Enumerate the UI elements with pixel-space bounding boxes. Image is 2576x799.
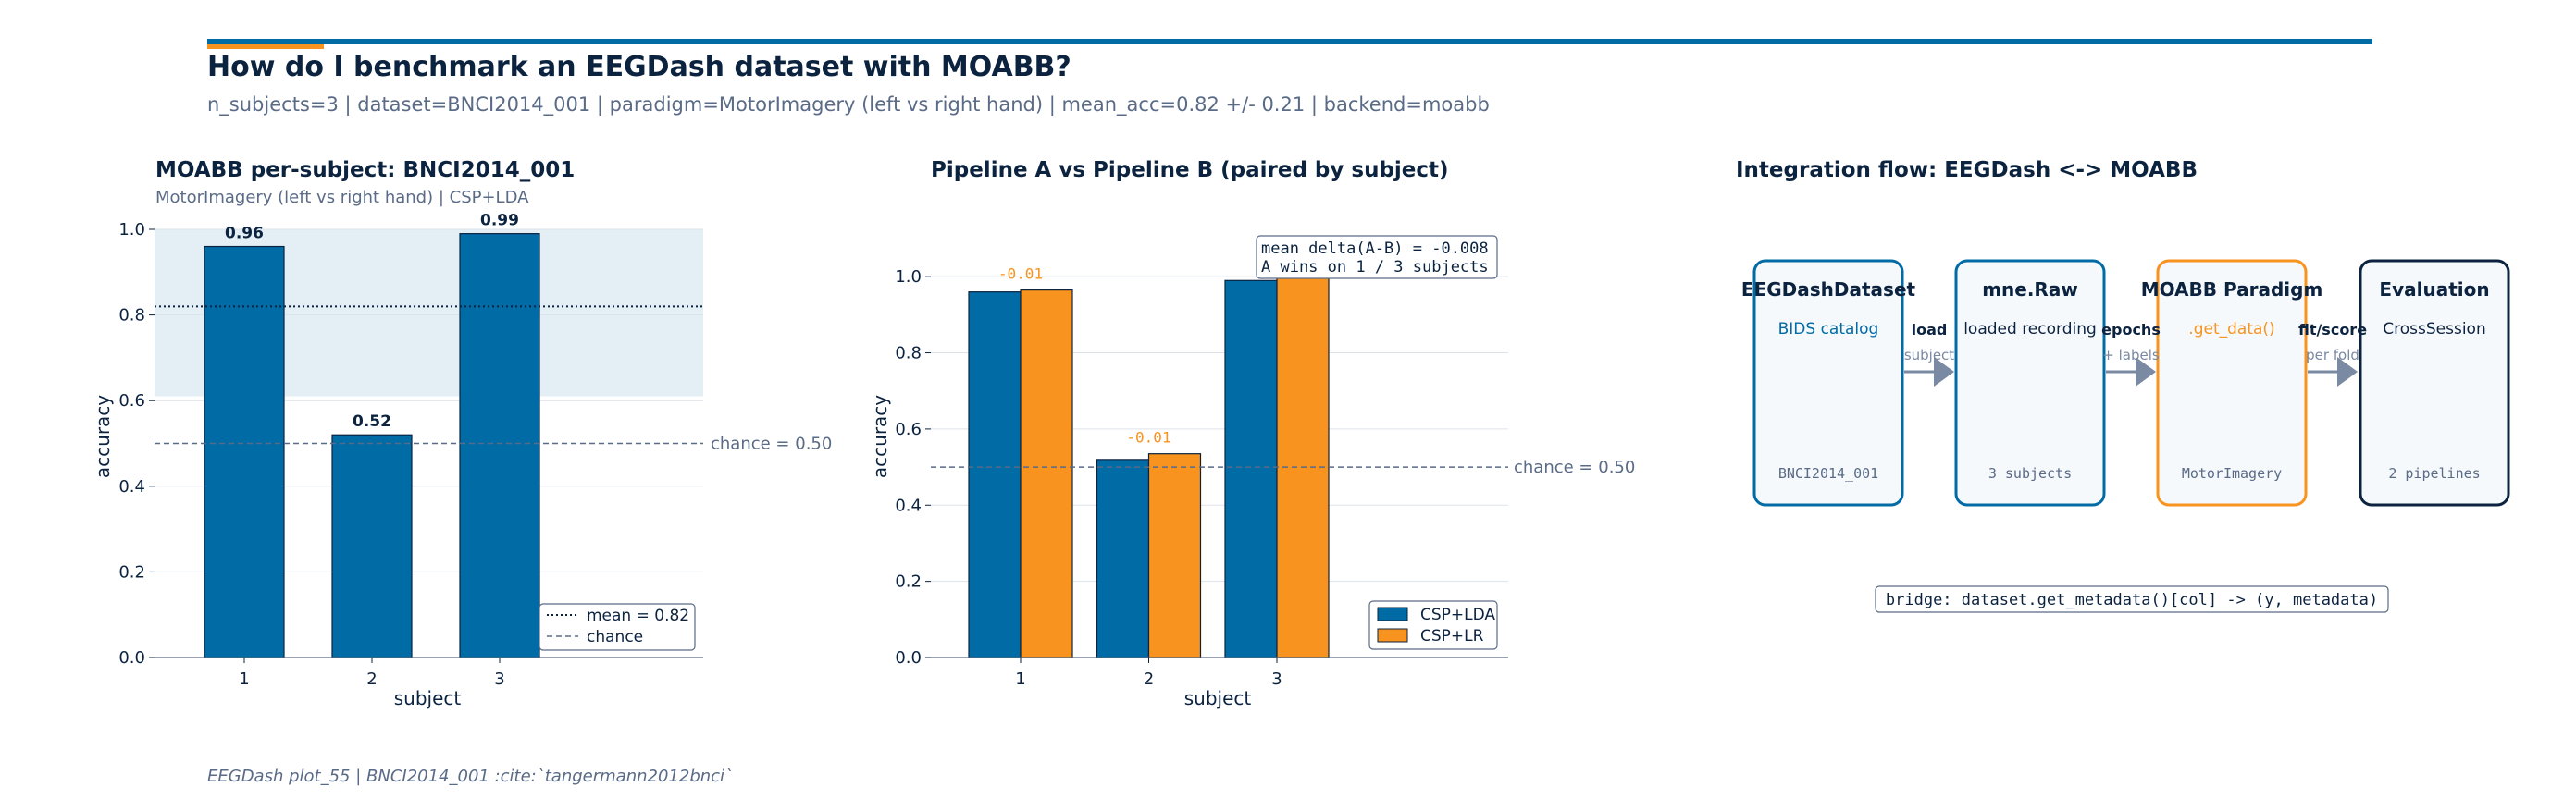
chart1-legend: mean = 0.82 chance [539,603,696,651]
flow-edge-label: load [1912,321,1948,338]
chart2-chance-label: chance = 0.50 [1514,458,1635,477]
flow-node-box [2156,259,2308,507]
chart2-delta-label: -0.01 [998,265,1043,283]
pipeline-comparison-chart: Pipeline A vs Pipeline B (paired by subj… [869,158,1635,709]
chart2-bar-a-subject-1 [968,291,1022,658]
flow-node-evaluation: Evaluation CrossSession 2 pipelines [2359,259,2510,507]
chart2-legend-swatch-a [1377,607,1408,621]
flow-node-mne-raw: mne.Raw loaded recording 3 subjects [1954,259,2106,507]
flow-arrowhead-icon [2337,357,2358,387]
flow-node-box [1954,259,2106,507]
flow-node-foot: 3 subjects [1988,465,2072,482]
chart2-ylabel: accuracy [869,395,891,478]
flow-edge-label: fit/score [2298,321,2367,338]
chart1-subtitle: MotorImagery (left vs right hand) | CSP+… [155,188,529,207]
flow-node-box [2359,259,2510,507]
flow-node-foot: MotorImagery [2182,465,2282,482]
chart1-bar-subject-2 [331,434,413,658]
chart2-xlabel: subject [1184,687,1252,709]
footer-credit: EEGDash plot_55 | BNCI2014_001 :cite:`ta… [207,767,733,786]
flow-edge-sub: per fold [2306,347,2359,363]
chart2-xtick-label: 2 [1144,670,1154,689]
flow-edge-sub: + labels [2102,347,2160,363]
flow-arrowhead-icon [2136,357,2156,387]
chart2-delta-label: -0.01 [1126,429,1170,447]
chart2-legend: CSP+LDA CSP+LR [1368,600,1498,650]
chart1-bar-subject-3 [459,233,540,658]
chart2-legend-label-a: CSP+LDA [1420,606,1495,624]
chart2-ytick-label: 0.2 [895,572,922,592]
chart1-xtick-label: 1 [239,670,249,689]
chart2-ytick-label: 0.6 [895,420,922,439]
chart2-legend-label-b: CSP+LR [1420,627,1484,645]
chart1-xtick-label: 2 [366,670,377,689]
chart1-xtick-label: 3 [494,670,504,689]
chart2-annotation-box [1256,235,1498,279]
chart1-ytick-label: 0.8 [118,306,145,326]
flow-node-foot: BNCI2014_001 [1778,465,1878,482]
chart1-bar-subject-1 [204,245,285,658]
flow-edge-fit-score: fit/score per fold [2298,321,2367,387]
flow-node-eegdash-dataset: EEGDashDataset BIDS catalog BNCI2014_001 [1741,259,1916,507]
chart2-xtick-label: 1 [1015,670,1025,689]
chart2-xtick-label: 3 [1271,670,1282,689]
flow-node-sub: BIDS catalog [1778,320,1879,338]
chart1-bar-value-label: 0.96 [225,225,264,243]
flow-node-sub: CrossSession [2383,320,2485,338]
chart2-bar-a-subject-2 [1096,459,1150,658]
chart1-title: MOABB per-subject: BNCI2014_001 [155,158,575,182]
chart1-bar-value-label: 0.52 [353,412,391,431]
flow-node-title: Evaluation [2379,278,2489,301]
chart1-legend-mean-label: mean = 0.82 [587,607,689,625]
chart2-ytick-label: 0.0 [895,648,922,668]
flow-edge-sub: subject [1904,347,1954,363]
integration-flow-diagram: Integration flow: EEGDash <-> MOABB EEGD… [1736,158,2510,613]
flow-node-title: mne.Raw [1982,278,2078,301]
header-accent-orange [207,44,324,49]
chart2-bar-a-subject-3 [1224,279,1278,658]
flow-node-title: MOABB Paradigm [2141,278,2323,301]
flow-node-sub: loaded recording [1963,320,2097,338]
page-title: How do I benchmark an EEGDash dataset wi… [207,51,1071,83]
flow-edge-load: load subject [1904,321,1954,387]
chart2-bar-b-subject-1 [1020,289,1073,658]
flow-node-title: EEGDashDataset [1741,278,1916,301]
flow-node-sub: .get_data() [2188,320,2274,338]
chart2-ytick-label: 0.8 [895,344,922,363]
flow-arrowhead-icon [1934,357,1954,387]
flow-edge-label: epochs [2101,321,2161,338]
chart1-bar-value-label: 0.99 [480,212,519,230]
flow-node-moabb-paradigm: MOABB Paradigm .get_data() MotorImagery [2141,259,2323,507]
chart1-ytick-label: 0.0 [118,648,145,668]
chart1-ylabel: accuracy [92,395,114,478]
chart2-annotation-line1: mean delta(A-B) = -0.008 [1261,240,1489,258]
per-subject-chart: MOABB per-subject: BNCI2014_001 MotorIma… [92,158,832,709]
chart2-ytick-label: 0.4 [895,496,922,515]
chart2-annotation-line2: A wins on 1 / 3 subjects [1261,258,1489,277]
chart1-ytick-label: 0.4 [118,477,145,497]
flow-node-box [1752,259,1904,507]
chart2-title: Pipeline A vs Pipeline B (paired by subj… [931,158,1449,182]
chart1-xlabel: subject [394,687,462,709]
chart1-ytick-label: 0.6 [118,391,145,411]
flow-title: Integration flow: EEGDash <-> MOABB [1736,158,2198,182]
chart1-ytick-label: 1.0 [118,220,145,240]
chart2-ytick-label: 1.0 [895,267,922,287]
flow-bridge-box [1875,585,2389,613]
chart1-legend-chance-label: chance [587,628,643,646]
flow-node-foot: 2 pipelines [2388,465,2480,482]
chart1-ytick-label: 0.2 [118,562,145,582]
header-rule-blue [207,39,2372,44]
flow-edge-epochs: epochs + labels [2101,321,2161,387]
chart2-annotation: mean delta(A-B) = -0.008 A wins on 1 / 3… [1256,235,1498,279]
flow-bridge-note: bridge: dataset.get_metadata()[col] -> (… [1875,585,2389,613]
chart1-legend-box [539,603,696,651]
chart1-chance-label: chance = 0.50 [711,435,832,454]
chart2-legend-swatch-b [1377,628,1408,643]
chart2-bar-b-subject-2 [1147,453,1202,658]
page-subtitle: n_subjects=3 | dataset=BNCI2014_001 | pa… [207,93,1490,117]
flow-bridge-text: bridge: dataset.get_metadata()[col] -> (… [1886,591,2378,609]
